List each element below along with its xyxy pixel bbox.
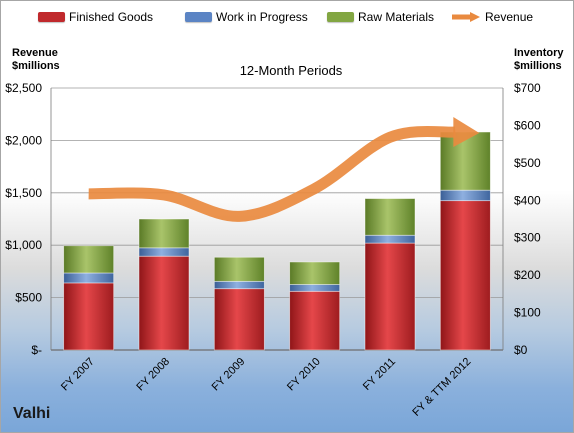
right-tick-label: $100	[514, 306, 541, 320]
bar-work-in-progress	[63, 272, 115, 284]
left-tick-label: $2,500	[5, 81, 42, 95]
bar-work-in-progress	[289, 284, 341, 292]
x-tick-label: FY & TTM 2012	[410, 356, 473, 419]
x-tick-label: FY 2009	[210, 356, 248, 394]
x-tick-label: FY 2008	[134, 356, 172, 394]
legend-label: Revenue	[485, 10, 534, 24]
left-axis-title: Revenue $millions	[12, 47, 60, 73]
bar-work-in-progress	[213, 280, 265, 290]
right-axis-title: Inventory $millions	[514, 47, 564, 73]
right-tick-label: $500	[514, 156, 541, 170]
legend-swatch-finished-goods	[38, 12, 65, 22]
bar-work-in-progress	[439, 189, 491, 202]
legend-swatch-raw-materials	[327, 12, 354, 22]
bar-raw-materials	[213, 256, 265, 282]
company-name: Valhi	[13, 405, 51, 422]
bar-finished-goods	[289, 290, 341, 351]
legend-item-work-in-progress: Work in Progress	[185, 10, 308, 24]
bar-work-in-progress	[364, 234, 416, 244]
revenue-line	[88, 125, 456, 222]
left-tick-label: $-	[31, 343, 42, 357]
bar-finished-goods	[138, 255, 190, 351]
bar-finished-goods	[213, 288, 265, 351]
legend-item-raw-materials: Raw Materials	[327, 10, 434, 24]
bar-raw-materials	[289, 261, 341, 285]
left-tick-label: $1,000	[5, 238, 42, 252]
legend-label: Work in Progress	[216, 10, 308, 24]
right-tick-label: $300	[514, 231, 541, 245]
left-tick-label: $1,500	[5, 186, 42, 200]
bar-raw-materials	[364, 198, 416, 236]
bar-finished-goods	[364, 242, 416, 351]
right-tick-label: $200	[514, 268, 541, 282]
left-axis-title-line2: $millions	[12, 60, 60, 72]
chart-title: 12-Month Periods	[239, 63, 343, 78]
legend-label: Raw Materials	[358, 10, 435, 24]
right-axis-title-line1: Inventory	[514, 47, 564, 59]
left-tick-label: $2,000	[5, 133, 42, 147]
x-tick-label: FY 2007	[59, 356, 97, 394]
legend-item-finished-goods: Finished Goods	[38, 10, 153, 24]
legend-arrow-icon	[452, 12, 480, 22]
legend-label: Finished Goods	[69, 10, 154, 24]
right-tick-label: $700	[514, 81, 541, 95]
bar-raw-materials	[439, 131, 491, 191]
bar-raw-materials	[63, 245, 115, 274]
right-tick-label: $600	[514, 118, 541, 132]
left-axis-title-line1: Revenue	[12, 47, 58, 59]
right-tick-label: $400	[514, 193, 541, 207]
right-axis-title-line2: $millions	[514, 60, 562, 72]
bar-raw-materials	[138, 218, 190, 249]
legend-swatch-work-in-progress	[185, 12, 212, 22]
x-tick-label: FY 2010	[285, 356, 323, 394]
legend-item-revenue: Revenue	[451, 10, 533, 24]
bar-finished-goods	[439, 200, 491, 351]
right-tick-label: $0	[514, 343, 528, 357]
bar-finished-goods	[63, 282, 115, 351]
x-tick-label: FY 2011	[361, 356, 398, 393]
left-tick-label: $500	[15, 291, 42, 305]
bar-work-in-progress	[138, 247, 190, 257]
revenue-arrowhead	[453, 117, 480, 148]
